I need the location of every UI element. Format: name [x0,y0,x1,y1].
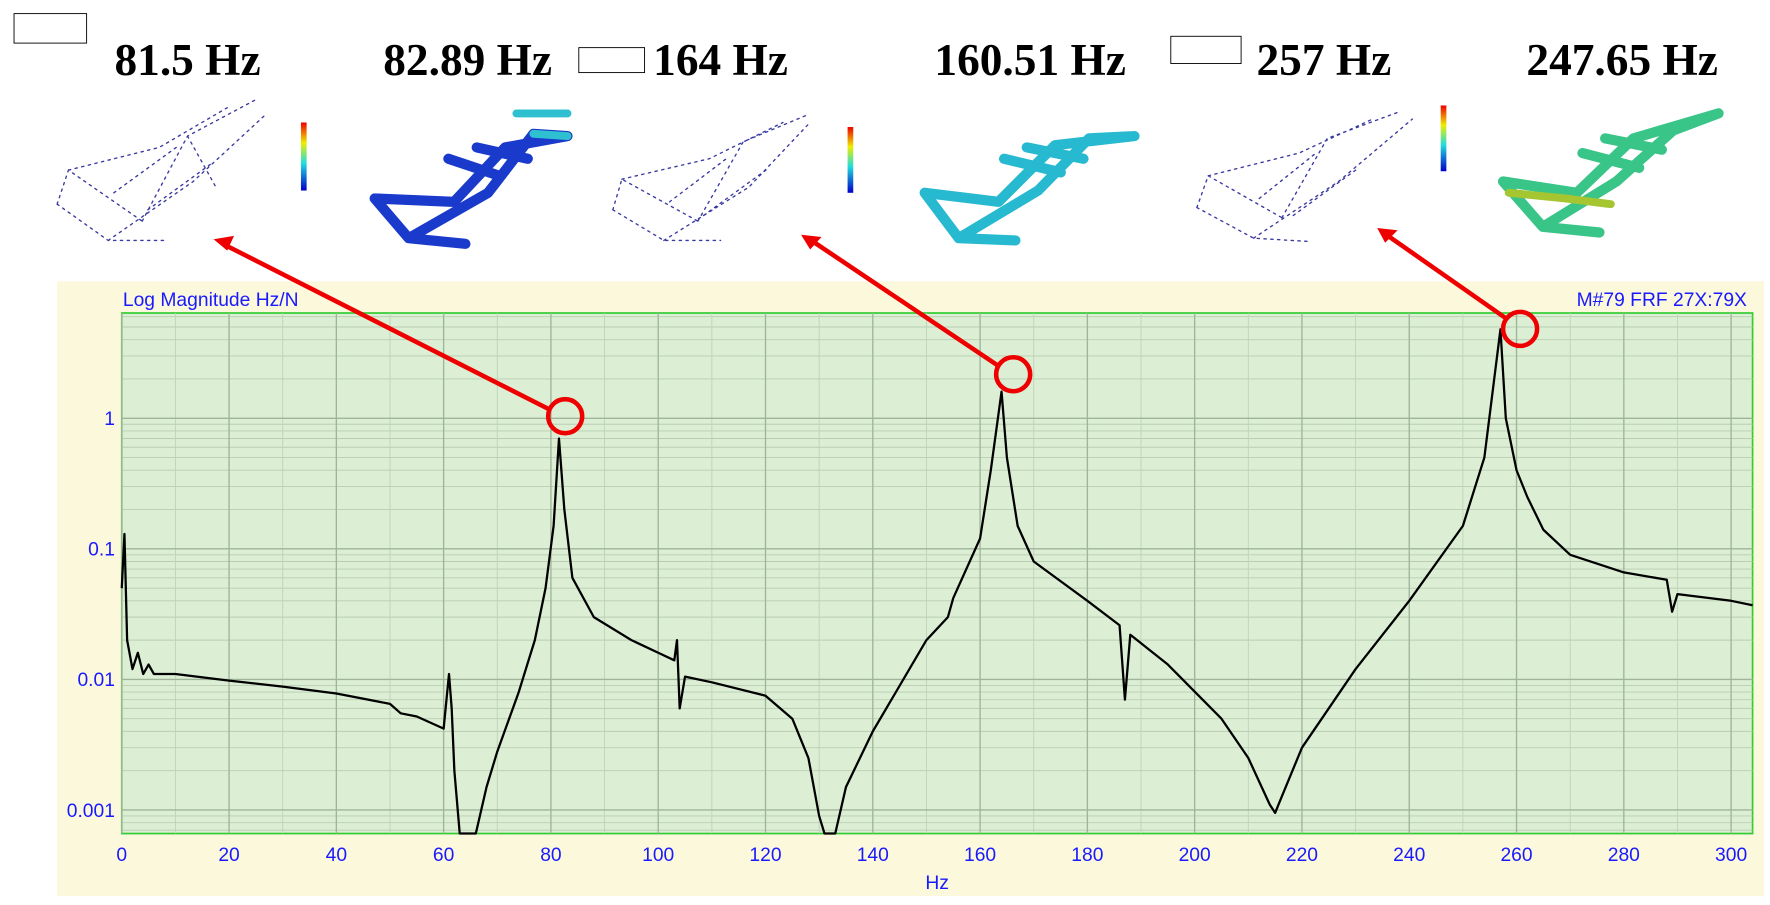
x-tick-label: 60 [433,845,454,866]
frf-line [120,328,1753,835]
x-tick-label: 280 [1608,845,1640,866]
x-tick-label: 200 [1179,845,1211,866]
x-tick-label: 100 [642,845,674,866]
x-tick-label: 0 [116,845,127,866]
frequency-label: 160.51 Hz [934,35,1126,85]
peak-callouts [226,235,1540,436]
frequency-label: 257 Hz [1256,35,1391,85]
x-tick-label: 300 [1715,845,1747,866]
frequency-label: 164 Hz [653,35,788,85]
x-axis-label: Hz [925,873,949,894]
marks [120,328,1753,835]
test-wireframes [56,99,1414,243]
fem-shapes [369,108,1724,249]
info-boxes [13,13,1242,74]
x-tick-label: 40 [326,845,347,866]
y-tick-label: 0.01 [77,670,115,691]
arrow-heads [213,227,1398,251]
x-tick-label: 20 [218,845,239,866]
y-tick-label: 0.001 [67,801,115,822]
y-tick-label: 1 [104,409,115,430]
x-tick-label: 120 [749,845,781,866]
x-tick-label: 80 [540,845,561,866]
color-scales [300,105,1447,193]
x-tick-label: 160 [964,845,996,866]
chart-title: Log Magnitude Hz/N [123,290,299,311]
x-tick-label: 140 [857,845,889,866]
grid [121,313,1753,834]
y-tick-label: 0.1 [88,540,115,561]
frequency-label: 247.65 Hz [1526,35,1717,85]
x-tick-label: 240 [1393,845,1425,866]
plot-area [120,312,1754,835]
x-tick-label: 180 [1071,845,1103,866]
x-tick-label: 260 [1500,845,1532,866]
frequency-label: 81.5 Hz [114,35,260,85]
x-tick-label: 220 [1286,845,1318,866]
frequency-label: 82.89 Hz [383,35,552,85]
chart-subtitle: M#79 FRF 27X:79X [1577,290,1747,311]
